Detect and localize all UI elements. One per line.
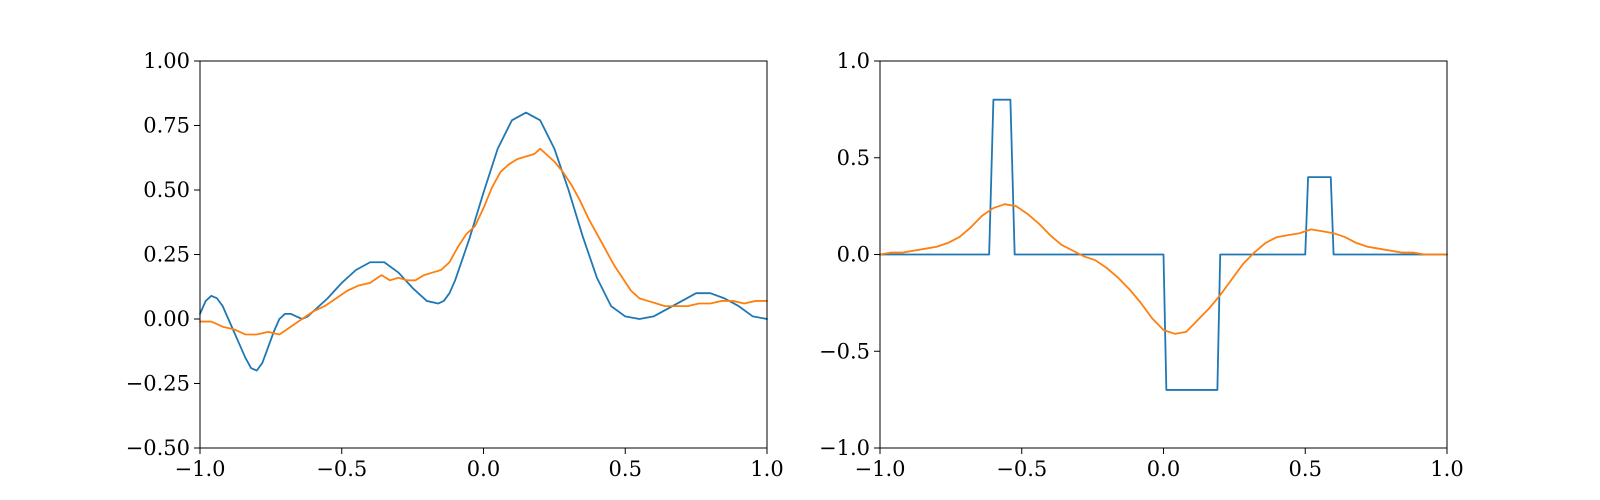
- chart-panel-1: −1.0 −0.5 0.0 0.5 1.0 −0.50 −0.25 0.00 0.25 0.50 0…: [126, 49, 784, 481]
- x-tick-label: 0.5: [1289, 457, 1322, 481]
- x-tick-label: 1.0: [1430, 457, 1463, 481]
- y-tick-label: 0.75: [143, 114, 190, 138]
- y-tick-label: −0.25: [126, 372, 190, 396]
- x-tick-label: −0.5: [316, 457, 367, 481]
- y-tick-label: 0.50: [143, 178, 190, 202]
- chart-panel-2: −1.0 −0.5 0.0 0.5 1.0 −1.0 −0.5 0.0 0.5 1.0: [819, 49, 1464, 481]
- x-tick-label: 0.0: [1147, 457, 1180, 481]
- panel-1-series-1-line: [199, 111, 768, 372]
- x-tick-label: 1.0: [750, 457, 783, 481]
- y-tick-label: −1.0: [819, 436, 870, 460]
- x-tick-label: 0.5: [609, 457, 642, 481]
- panel-2-series-2-line: [879, 203, 1448, 335]
- y-tick-label: 0.25: [143, 243, 190, 267]
- y-tick-label: 1.0: [837, 49, 870, 73]
- y-tick-label: 0.5: [837, 146, 870, 170]
- x-tick-label: −1.0: [855, 457, 906, 481]
- x-tick-label: −1.0: [175, 457, 226, 481]
- y-tick-label: −0.50: [126, 436, 190, 460]
- x-tick-label: −0.5: [996, 457, 1047, 481]
- y-tick-label: 1.00: [143, 49, 190, 73]
- x-tick-label: 0.0: [467, 457, 500, 481]
- panel-2-series-1-line: [879, 98, 1448, 391]
- y-tick-label: −0.5: [819, 339, 870, 363]
- y-tick-label: 0.0: [837, 243, 870, 267]
- y-tick-label: 0.00: [143, 307, 190, 331]
- panel-1-axes-frame: [199, 60, 768, 449]
- panel-1-series-2-line: [199, 147, 768, 336]
